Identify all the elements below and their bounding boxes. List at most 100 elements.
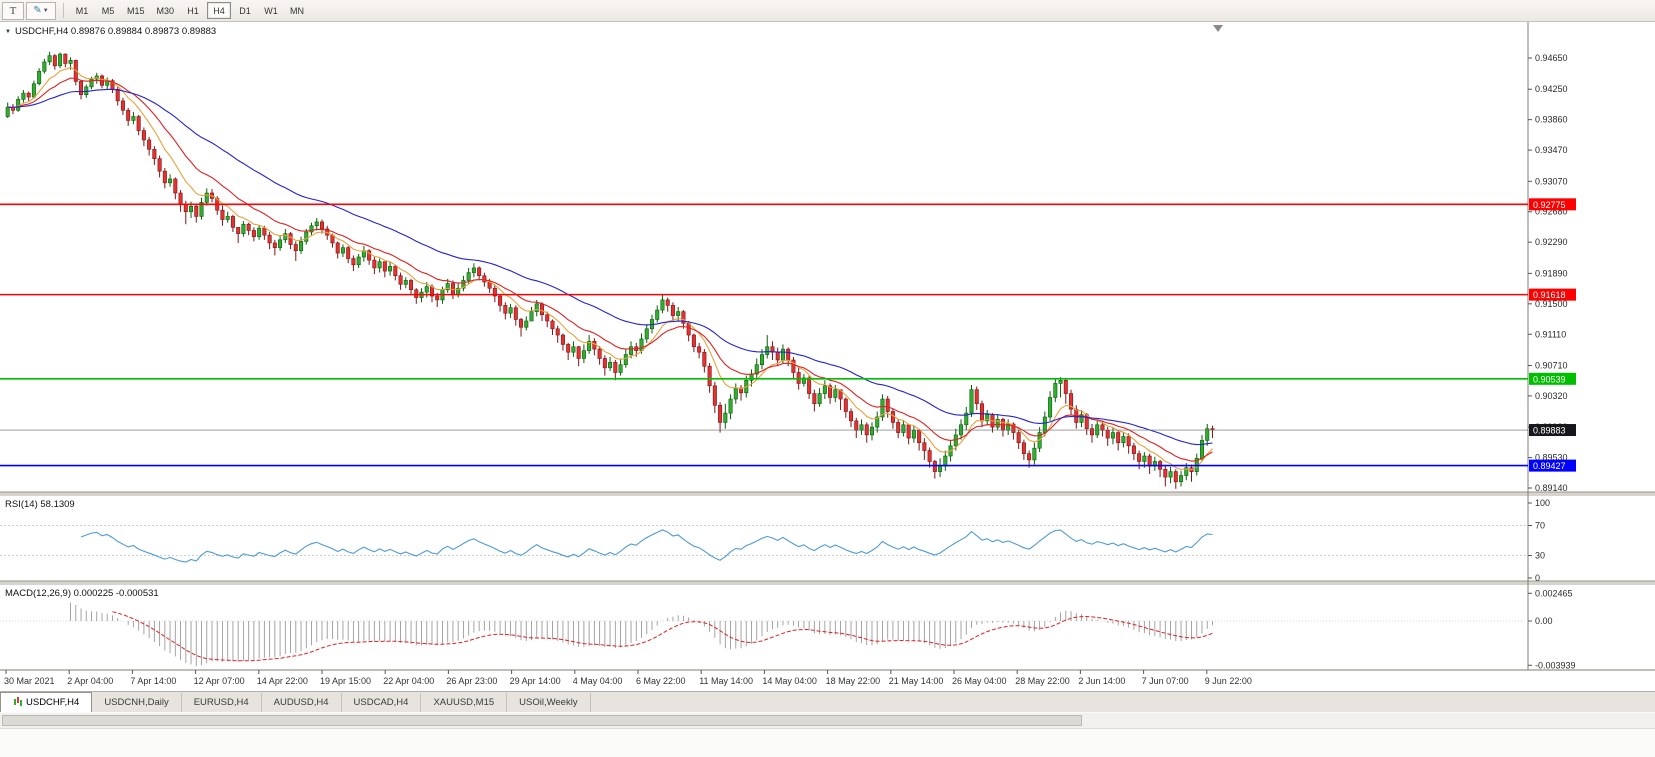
chart-tab-USDCHF-H4[interactable]: USDCHF,H4 <box>0 692 93 712</box>
macd-axis-label: 0.00 <box>1535 616 1553 626</box>
tab-label: EURUSD,H4 <box>193 697 249 708</box>
timeframe-button-MN[interactable]: MN <box>290 5 305 16</box>
candle-body <box>854 420 859 431</box>
candle-body <box>115 88 120 102</box>
candle-body <box>424 286 429 293</box>
time-axis-label: 11 May 14:00 <box>699 676 753 686</box>
candle-body <box>739 387 744 394</box>
timeframe-button-M5[interactable]: M5 <box>101 5 115 16</box>
rsi-label: RSI(14) 58.1309 <box>5 499 75 510</box>
chart-properties-button[interactable]: T <box>2 1 24 20</box>
candle-body <box>136 116 141 131</box>
price-axis-label: 0.89140 <box>1535 483 1568 493</box>
time-axis-label: 9 Jun 22:00 <box>1205 676 1252 686</box>
chart-canvas[interactable]: 0.94650 0.94250 0.93860 0.93470 0.93070 0.926… <box>0 22 1655 691</box>
candle-body <box>995 419 1000 428</box>
candle-body <box>969 389 974 414</box>
horizontal-scrollbar[interactable] <box>0 713 1655 729</box>
chart-tab-bar: USDCHF,H4 USDCNH,Daily EURUSD,H4 AUDUSD,H4 U… <box>0 691 1655 712</box>
collapse-triangle-icon[interactable]: ▼ <box>5 28 11 35</box>
bottom-scrollbar-area <box>0 712 1655 757</box>
hline-price-tag <box>1529 459 1576 472</box>
candle-body <box>241 223 246 234</box>
timeframe-button-M15[interactable]: M15 <box>127 5 145 16</box>
tab-label: AUDUSD,H4 <box>273 697 329 708</box>
candle-body <box>676 311 681 316</box>
candle-body <box>246 223 251 231</box>
timeframe-button-M1[interactable]: M1 <box>75 5 89 16</box>
candle-body <box>173 178 178 194</box>
pane-splitter[interactable] <box>0 492 1655 496</box>
candle-body <box>555 328 560 336</box>
candle-body <box>272 242 277 248</box>
candle-body <box>37 70 42 85</box>
candle-body <box>974 389 979 405</box>
candle-body <box>293 244 298 252</box>
candle-body <box>314 221 319 227</box>
toolbar-separator <box>63 3 64 18</box>
chart-tab-EURUSD-H4[interactable]: EURUSD,H4 <box>181 693 262 712</box>
candle-body <box>262 227 267 236</box>
tab-label: USDCHF,H4 <box>26 697 80 708</box>
time-axis-label: 12 Apr 07:00 <box>194 676 245 686</box>
candle-body <box>529 311 534 322</box>
candle-body <box>880 398 885 418</box>
candle-body <box>686 323 691 336</box>
horizontal-scrollbar-thumb[interactable] <box>2 715 1082 726</box>
price-axis-label: 0.91110 <box>1535 329 1566 339</box>
price-axis-label: 0.94650 <box>1535 53 1568 63</box>
candle-body <box>964 412 969 426</box>
candle-body <box>901 424 906 433</box>
candle-body <box>587 340 592 351</box>
timeframe-button-W1[interactable]: W1 <box>264 5 278 16</box>
macd-axis-label: -0.003939 <box>1535 660 1576 670</box>
candle-body <box>1058 380 1063 384</box>
chart-tab-USDCAD-H4[interactable]: USDCAD,H4 <box>341 693 422 712</box>
candle-body <box>230 216 235 228</box>
candle-body <box>403 280 408 285</box>
time-axis-label: 14 May 04:00 <box>762 676 817 686</box>
candle-body <box>5 106 10 117</box>
rsi-axis-label: 0 <box>1535 573 1540 583</box>
candle-body <box>1027 453 1032 461</box>
candle-body <box>283 233 288 241</box>
chart-tab-USOil-Weekly[interactable]: USOil,Weekly <box>507 693 591 712</box>
candle-body <box>377 261 382 269</box>
chart-tab-USDCNH-Daily[interactable]: USDCNH,Daily <box>92 693 182 712</box>
chart-tab-XAUUSD-M15[interactable]: XAUUSD,M15 <box>421 693 508 712</box>
candle-body <box>545 314 550 322</box>
hline-price-tag-label: 0.92775 <box>1533 200 1566 210</box>
drawing-tools-button[interactable]: ✎ ▼ <box>26 1 56 20</box>
chart-shift-marker-icon[interactable] <box>1213 25 1223 32</box>
candle-body <box>513 307 518 320</box>
candle-body <box>508 307 513 314</box>
pane-splitter[interactable] <box>0 581 1655 585</box>
candle-body <box>1163 468 1168 478</box>
hline-price-tag <box>1529 198 1576 211</box>
candle-body <box>875 416 880 428</box>
candle-body <box>681 311 686 324</box>
timeframe-toolbar: M1 M5 M15 M30 H1 H4 D1 W1 MN <box>69 2 310 19</box>
candle-body <box>267 234 272 244</box>
candle-body <box>31 83 36 98</box>
macd-axis-label: 0.002465 <box>1535 588 1573 598</box>
candle-body <box>932 461 937 472</box>
chart-tab-AUDUSD-H4[interactable]: AUDUSD,H4 <box>261 693 342 712</box>
candle-body <box>398 275 403 285</box>
timeframe-button-D1[interactable]: D1 <box>239 5 251 16</box>
candle-body <box>833 389 838 398</box>
candle-body <box>1079 414 1084 423</box>
candle-body <box>79 81 84 95</box>
toolbar: T ✎ ▼ M1 M5 M15 M30 H1 H4 D1 W1 MN <box>0 0 1655 22</box>
candle-body <box>409 280 414 291</box>
candle-body <box>629 346 634 355</box>
timeframe-button-M30[interactable]: M30 <box>156 5 175 16</box>
timeframe-button-H4[interactable]: H4 <box>207 2 232 19</box>
candle-body <box>822 385 827 394</box>
candle-body <box>58 53 63 67</box>
candle-body <box>492 287 497 297</box>
timeframe-button-H1[interactable]: H1 <box>187 5 199 16</box>
candle-body <box>885 398 890 412</box>
candle-body <box>869 426 874 436</box>
candle-body <box>141 130 146 141</box>
